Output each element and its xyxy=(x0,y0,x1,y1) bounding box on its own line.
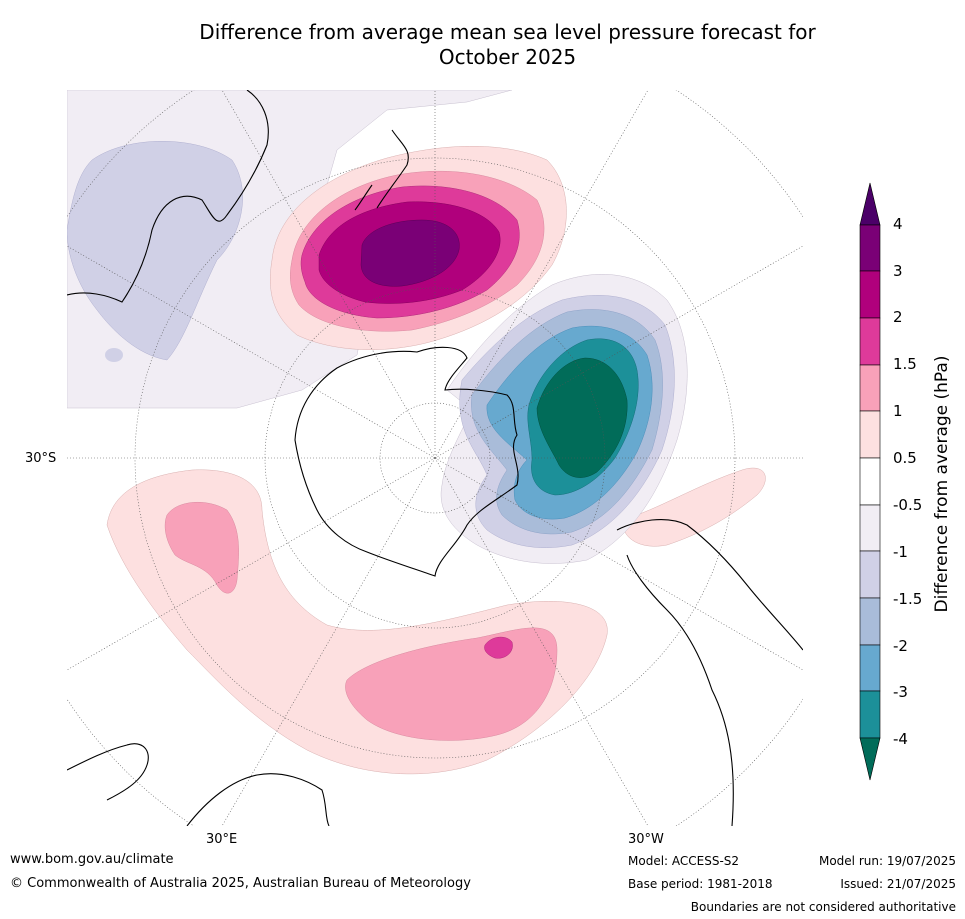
colorbar-n05-1 xyxy=(859,504,881,552)
lon-label-30e: 30°E xyxy=(206,832,238,847)
footer-disclaimer: Boundaries are not considered authoritat… xyxy=(690,900,956,914)
colorbar-label-4: 4 xyxy=(893,215,903,233)
colorbar-2-3 xyxy=(859,270,881,319)
meridian-150e xyxy=(221,90,436,459)
colorbar-label-1: 1 xyxy=(893,402,903,420)
contour-neg1-west-dot xyxy=(105,348,123,362)
colorbar xyxy=(859,182,881,781)
colorbar-under-triangle xyxy=(859,737,881,781)
colorbar-label-3: 3 xyxy=(893,262,903,280)
footer-base-period: Base period: 1981-2018 xyxy=(628,877,773,891)
colorbar-label-neg-1: -1 xyxy=(893,543,908,561)
lat-label-30s: 30°S xyxy=(25,451,57,466)
colorbar-label-neg-1-5: -1.5 xyxy=(893,590,923,608)
contour-pos15-southeast xyxy=(484,636,513,659)
title-line-2: October 2025 xyxy=(438,45,577,69)
colorbar-3-4 xyxy=(859,224,881,272)
south-america-coast xyxy=(616,519,803,826)
colorbar-1-15 xyxy=(859,364,881,412)
colorbar-title: Difference from average (hPa) xyxy=(932,355,952,613)
colorbar-over-triangle xyxy=(859,182,881,226)
footer-url[interactable]: www.bom.gov.au/climate xyxy=(10,852,174,867)
contour-neg1-west xyxy=(67,141,243,361)
australia-coast xyxy=(67,90,269,303)
lon-label-30w: 30°W xyxy=(628,832,664,847)
contour-pos1-southwest xyxy=(164,501,239,594)
antarctica-coast xyxy=(294,346,519,577)
contour-pos05-east xyxy=(621,467,766,547)
footer-copyright: © Commonwealth of Australia 2025, Austra… xyxy=(10,876,471,891)
footer-model-run: Model run: 19/07/2025 xyxy=(818,854,956,868)
graticule xyxy=(67,90,803,826)
colorbar-label-0-5: 0.5 xyxy=(893,449,917,467)
colorbar-label-1-5: 1.5 xyxy=(893,355,917,373)
polar-map xyxy=(67,90,803,826)
colorbar-n1-15 xyxy=(859,550,881,599)
colorbar-zero xyxy=(859,457,881,506)
colorbar-label-2: 2 xyxy=(893,308,903,326)
colorbar-n3-4 xyxy=(859,690,881,739)
meridian-30e xyxy=(221,457,436,826)
colorbar-label-neg-2: -2 xyxy=(893,637,908,655)
south-africa-coast xyxy=(67,743,330,826)
footer-model: Model: ACCESS-S2 xyxy=(628,854,740,868)
colorbar-label-neg-3: -3 xyxy=(893,683,908,701)
coastlines xyxy=(67,90,803,826)
contour-pos3-north xyxy=(360,219,460,287)
map-title: Difference from average mean sea level p… xyxy=(140,20,875,70)
new-zealand-coast xyxy=(354,129,409,211)
footer-issued: Issued: 21/07/2025 xyxy=(840,877,956,891)
contour-neg4-east xyxy=(536,357,628,478)
colorbar-n2-3 xyxy=(859,644,881,692)
colorbar-n15-2 xyxy=(859,597,881,646)
colorbar-label-neg-0-5: -0.5 xyxy=(893,496,923,514)
meridian-150w xyxy=(434,90,649,459)
colorbar-05-1 xyxy=(859,410,881,459)
title-line-1: Difference from average mean sea level p… xyxy=(199,20,816,44)
colorbar-label-neg-4: -4 xyxy=(893,730,908,748)
meridian-30w xyxy=(434,457,649,826)
colorbar-15-2 xyxy=(859,317,881,366)
